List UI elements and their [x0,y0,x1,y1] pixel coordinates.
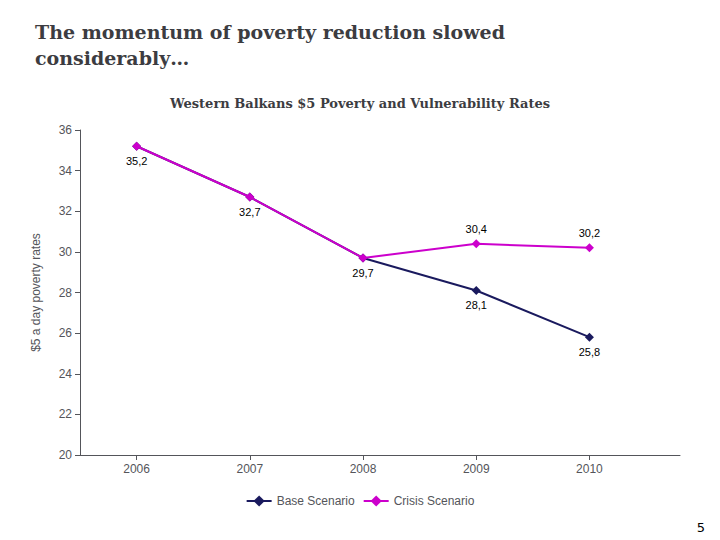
svg-text:36: 36 [59,123,73,137]
svg-text:25,8: 25,8 [579,346,600,358]
svg-text:Western Balkans $5 Poverty and: Western Balkans $5 Poverty and Vulnerabi… [169,96,550,111]
svg-text:32: 32 [59,204,73,218]
svg-text:2008: 2008 [350,462,377,476]
svg-text:The momentum of poverty reduct: The momentum of poverty reduction slowed [35,21,505,43]
svg-text:$5 a day poverty rates: $5 a day poverty rates [29,233,43,352]
svg-text:considerably…: considerably… [35,47,189,69]
svg-text:28: 28 [59,286,73,300]
svg-text:2009: 2009 [463,462,490,476]
svg-text:20: 20 [59,448,73,462]
svg-text:32,7: 32,7 [239,206,260,218]
svg-text:24: 24 [59,367,73,381]
svg-text:30,4: 30,4 [466,223,487,235]
svg-text:29,7: 29,7 [352,267,373,279]
svg-text:35,2: 35,2 [126,155,147,167]
svg-text:34: 34 [59,164,73,178]
svg-text:2007: 2007 [236,462,263,476]
svg-text:22: 22 [59,407,73,421]
svg-text:2006: 2006 [123,462,150,476]
svg-text:Crisis Scenario: Crisis Scenario [394,494,475,508]
svg-text:2010: 2010 [576,462,603,476]
svg-text:Base Scenario: Base Scenario [277,494,355,508]
svg-text:30,2: 30,2 [579,227,600,239]
svg-text:30: 30 [59,245,73,259]
svg-text:26: 26 [59,326,73,340]
svg-text:28,1: 28,1 [466,299,487,311]
svg-text:5: 5 [697,520,705,535]
